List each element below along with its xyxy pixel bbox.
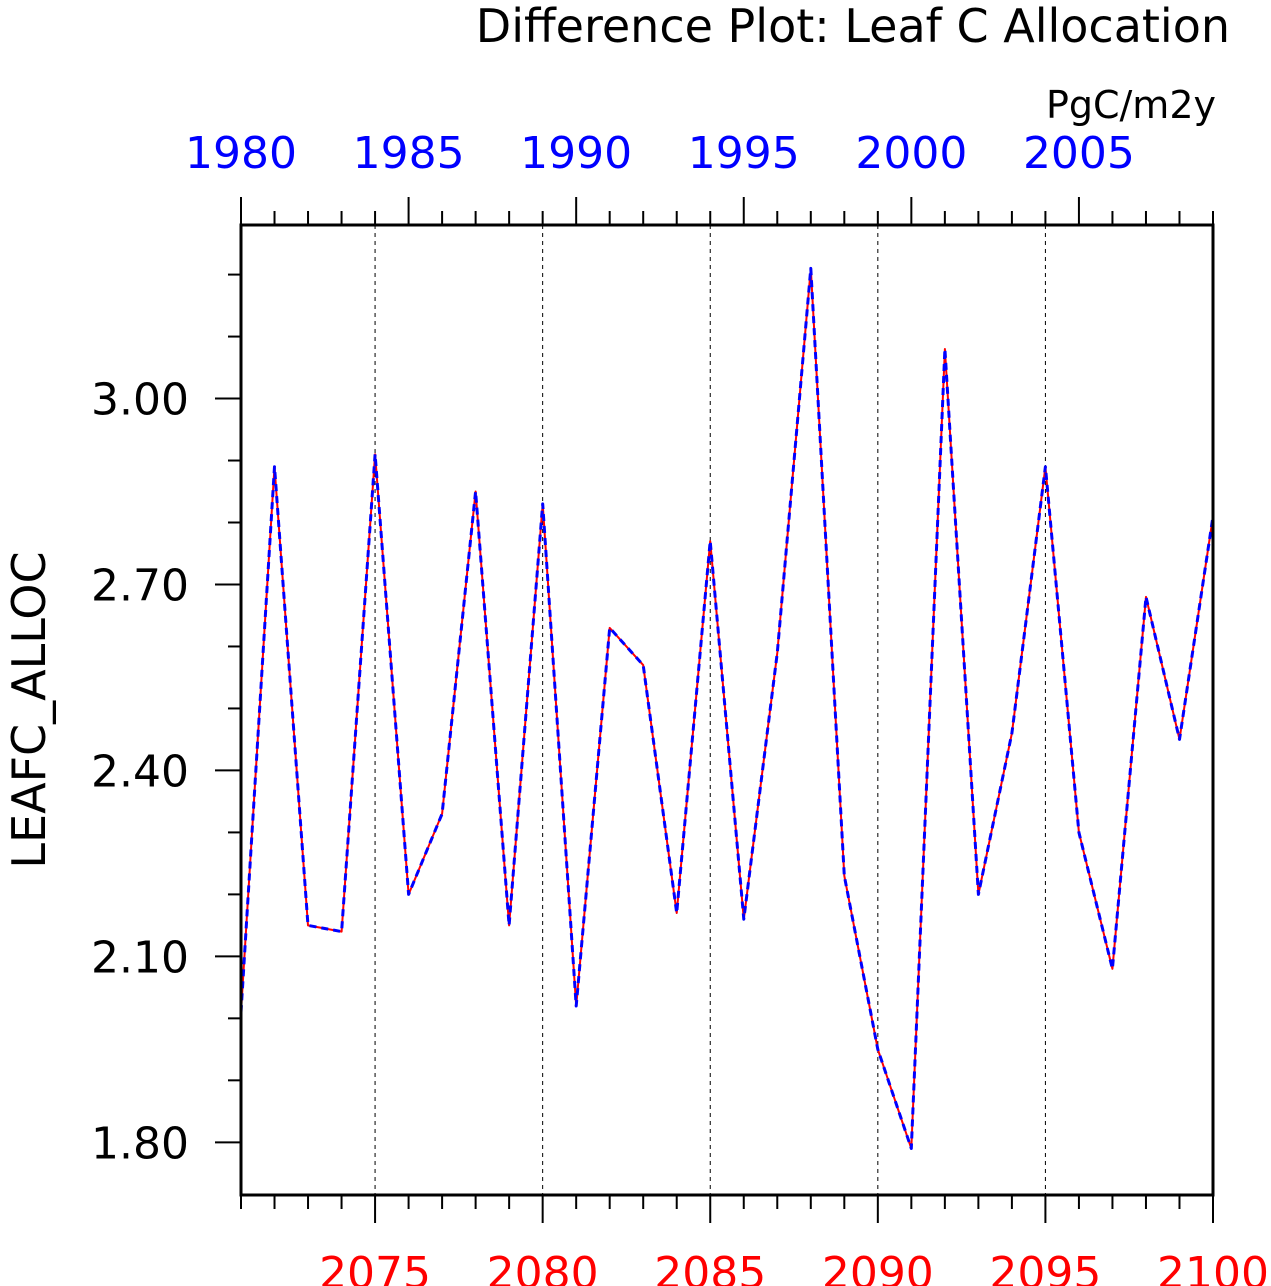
x-bottom-tick-label: 2100 [1157,1248,1269,1286]
chart-title: Difference Plot: Leaf C Allocation [476,0,1230,53]
x-top-tick-label: 1980 [185,128,297,179]
x-top-tick-label: 2000 [855,128,967,179]
x-bottom-tick-label: 2085 [654,1248,766,1286]
tick-labels: 1.80 2.10 2.40 2.70 3.00 2075 2080 2085 2090 2095… [91,128,1269,1286]
series-line [240,267,1214,1150]
y-tick-label: 2.40 [91,746,189,797]
x-top-tick-label: 2005 [1023,128,1135,179]
x-top-tick-label: 1985 [353,128,465,179]
x-top-tick-label: 1990 [520,128,632,179]
grid-lines [374,225,1046,1195]
x-bottom-tick-label: 2075 [319,1248,431,1286]
y-tick-label: 1.80 [91,1118,189,1169]
y-axis-label: LEAFC_ALLOC [2,551,56,868]
series-lines [239,266,1215,1150]
series-line [239,266,1215,1150]
plot-frame [239,223,1215,1197]
y-tick-label: 2.10 [91,932,189,983]
x-bottom-tick-label: 2090 [822,1248,934,1286]
x-bottom-tick-label: 2095 [989,1248,1101,1286]
y-tick-label: 2.70 [91,560,189,611]
axes [215,197,1215,1223]
y-tick-label: 3.00 [91,375,189,426]
x-bottom-tick-label: 2080 [487,1248,599,1286]
units-label: PgC/m2y [1046,83,1216,127]
x-top-tick-label: 1995 [688,128,800,179]
